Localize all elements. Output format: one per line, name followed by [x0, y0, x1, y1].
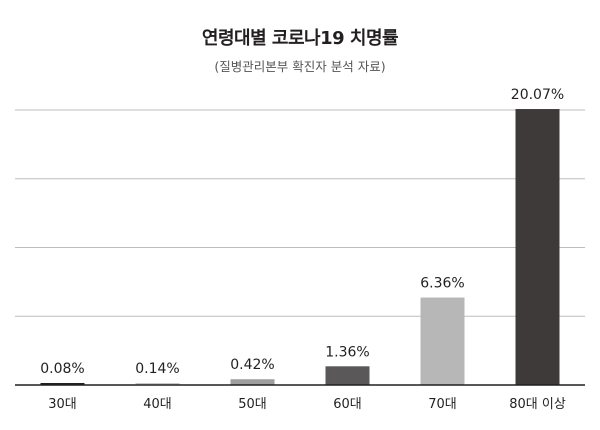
data-label: 0.08%	[40, 361, 84, 377]
bar	[325, 366, 370, 385]
chart-subtitle: (질병관리본부 확진자 분석 자료)	[214, 59, 386, 74]
data-label: 6.36%	[420, 276, 464, 292]
data-label: 20.07%	[511, 87, 564, 103]
bar	[135, 383, 180, 385]
category-label: 30대	[48, 397, 77, 412]
category-label: 60대	[333, 397, 362, 412]
bar	[420, 297, 465, 385]
category-label: 50대	[238, 397, 267, 412]
data-label: 0.14%	[135, 361, 179, 377]
chart-title: 연령대별 코로나19 치명률	[201, 28, 399, 49]
data-label: 1.36%	[325, 344, 369, 360]
data-label: 0.42%	[230, 357, 274, 373]
category-label: 40대	[143, 397, 172, 412]
category-label: 70대	[428, 397, 457, 412]
bar	[515, 109, 560, 385]
bar	[230, 379, 275, 385]
bar	[40, 383, 85, 385]
category-label: 80대 이상	[509, 397, 566, 412]
